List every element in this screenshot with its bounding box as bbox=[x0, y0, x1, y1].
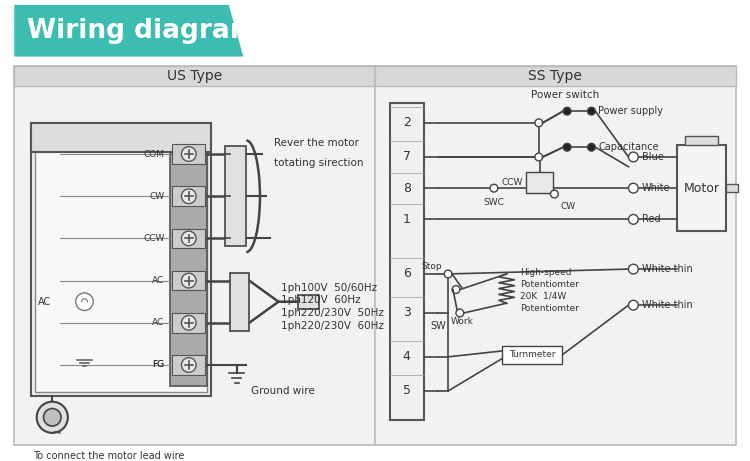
Text: 6: 6 bbox=[403, 267, 410, 280]
Circle shape bbox=[456, 309, 464, 317]
Bar bbox=[375, 66, 736, 86]
Circle shape bbox=[587, 143, 596, 151]
Text: Motor: Motor bbox=[683, 182, 719, 195]
Text: Potentiomter: Potentiomter bbox=[520, 304, 579, 313]
Circle shape bbox=[182, 189, 196, 204]
Bar bbox=[685, 136, 718, 145]
Circle shape bbox=[44, 408, 61, 426]
Text: Turnmeter: Turnmeter bbox=[509, 350, 555, 360]
Text: 7: 7 bbox=[403, 150, 411, 164]
Text: CW: CW bbox=[149, 192, 164, 201]
Text: SW: SW bbox=[430, 321, 446, 331]
Text: White: White bbox=[642, 183, 670, 193]
Text: Ground wire: Ground wire bbox=[251, 386, 315, 396]
Text: 1: 1 bbox=[403, 213, 410, 226]
Polygon shape bbox=[14, 5, 244, 57]
Bar bbox=[726, 184, 738, 192]
Text: 4: 4 bbox=[403, 350, 410, 363]
Bar bbox=[172, 271, 206, 290]
Bar bbox=[526, 171, 554, 193]
Text: 1ph220/230V  50Hz: 1ph220/230V 50Hz bbox=[281, 308, 384, 318]
Circle shape bbox=[628, 300, 638, 310]
Bar bbox=[34, 127, 207, 392]
Text: Blue: Blue bbox=[642, 152, 664, 162]
Circle shape bbox=[182, 358, 196, 372]
Circle shape bbox=[182, 273, 196, 288]
Circle shape bbox=[76, 293, 93, 310]
Circle shape bbox=[563, 143, 571, 151]
Text: FG: FG bbox=[152, 361, 164, 370]
Bar bbox=[172, 355, 206, 375]
Circle shape bbox=[452, 286, 460, 294]
Circle shape bbox=[444, 270, 452, 278]
Text: Red: Red bbox=[642, 214, 661, 225]
Text: AC: AC bbox=[152, 276, 164, 285]
Text: SS Type: SS Type bbox=[529, 69, 582, 83]
Text: totating sirection: totating sirection bbox=[274, 158, 363, 168]
Text: US Type: US Type bbox=[167, 69, 222, 83]
Text: Power switch: Power switch bbox=[531, 90, 599, 100]
Bar bbox=[225, 146, 246, 246]
Bar bbox=[172, 313, 206, 332]
Circle shape bbox=[490, 184, 498, 192]
Text: CW: CW bbox=[560, 202, 575, 211]
Text: FG: FG bbox=[152, 361, 164, 370]
Text: 1ph220/230V  60Hz: 1ph220/230V 60Hz bbox=[281, 320, 384, 331]
Bar bbox=[389, 103, 424, 420]
Circle shape bbox=[182, 315, 196, 330]
Bar bbox=[14, 66, 375, 86]
Bar bbox=[31, 123, 211, 396]
Text: Rever the motor: Rever the motor bbox=[274, 138, 358, 148]
Text: To connect the motor lead wire: To connect the motor lead wire bbox=[33, 451, 184, 461]
Text: High-speed: High-speed bbox=[520, 268, 572, 278]
Text: Capacitance: Capacitance bbox=[598, 142, 659, 152]
Circle shape bbox=[182, 231, 196, 246]
Circle shape bbox=[550, 190, 558, 198]
Bar bbox=[31, 123, 211, 152]
Text: Stop: Stop bbox=[422, 262, 442, 271]
Text: 1ph120V  60Hz: 1ph120V 60Hz bbox=[281, 295, 361, 305]
Bar bbox=[31, 123, 211, 152]
Text: 3: 3 bbox=[403, 307, 410, 319]
Circle shape bbox=[535, 153, 543, 161]
Circle shape bbox=[535, 119, 543, 127]
Bar bbox=[172, 229, 206, 248]
Text: White thin: White thin bbox=[642, 300, 693, 310]
Text: AC: AC bbox=[152, 318, 164, 327]
Text: 20K  1/4W: 20K 1/4W bbox=[520, 292, 566, 301]
Text: Work: Work bbox=[450, 317, 473, 326]
Text: Potentiomter: Potentiomter bbox=[520, 280, 579, 289]
Text: COM: COM bbox=[143, 149, 164, 159]
Bar bbox=[14, 66, 736, 444]
Circle shape bbox=[628, 183, 638, 193]
Text: 8: 8 bbox=[403, 182, 411, 195]
Text: AC: AC bbox=[38, 297, 51, 307]
Circle shape bbox=[628, 264, 638, 274]
Bar bbox=[170, 154, 207, 386]
Bar bbox=[172, 187, 206, 206]
Circle shape bbox=[628, 214, 638, 224]
Text: Power supply: Power supply bbox=[598, 106, 663, 116]
Text: White thin: White thin bbox=[642, 264, 693, 274]
Circle shape bbox=[628, 152, 638, 162]
Bar bbox=[230, 273, 249, 331]
Circle shape bbox=[563, 107, 571, 115]
Bar bbox=[502, 346, 562, 364]
Text: 5: 5 bbox=[403, 384, 411, 397]
Bar bbox=[677, 145, 726, 231]
Text: 2: 2 bbox=[403, 116, 410, 130]
Circle shape bbox=[37, 402, 68, 433]
Circle shape bbox=[587, 107, 596, 115]
Text: CCW: CCW bbox=[502, 178, 524, 187]
Text: SWC: SWC bbox=[484, 198, 505, 207]
Text: CCW: CCW bbox=[143, 234, 164, 243]
Text: 1ph100V  50/60Hz: 1ph100V 50/60Hz bbox=[281, 283, 377, 293]
Text: Wiring diagram: Wiring diagram bbox=[27, 18, 257, 44]
Bar bbox=[172, 144, 206, 164]
Bar bbox=[298, 295, 320, 308]
Circle shape bbox=[182, 147, 196, 161]
